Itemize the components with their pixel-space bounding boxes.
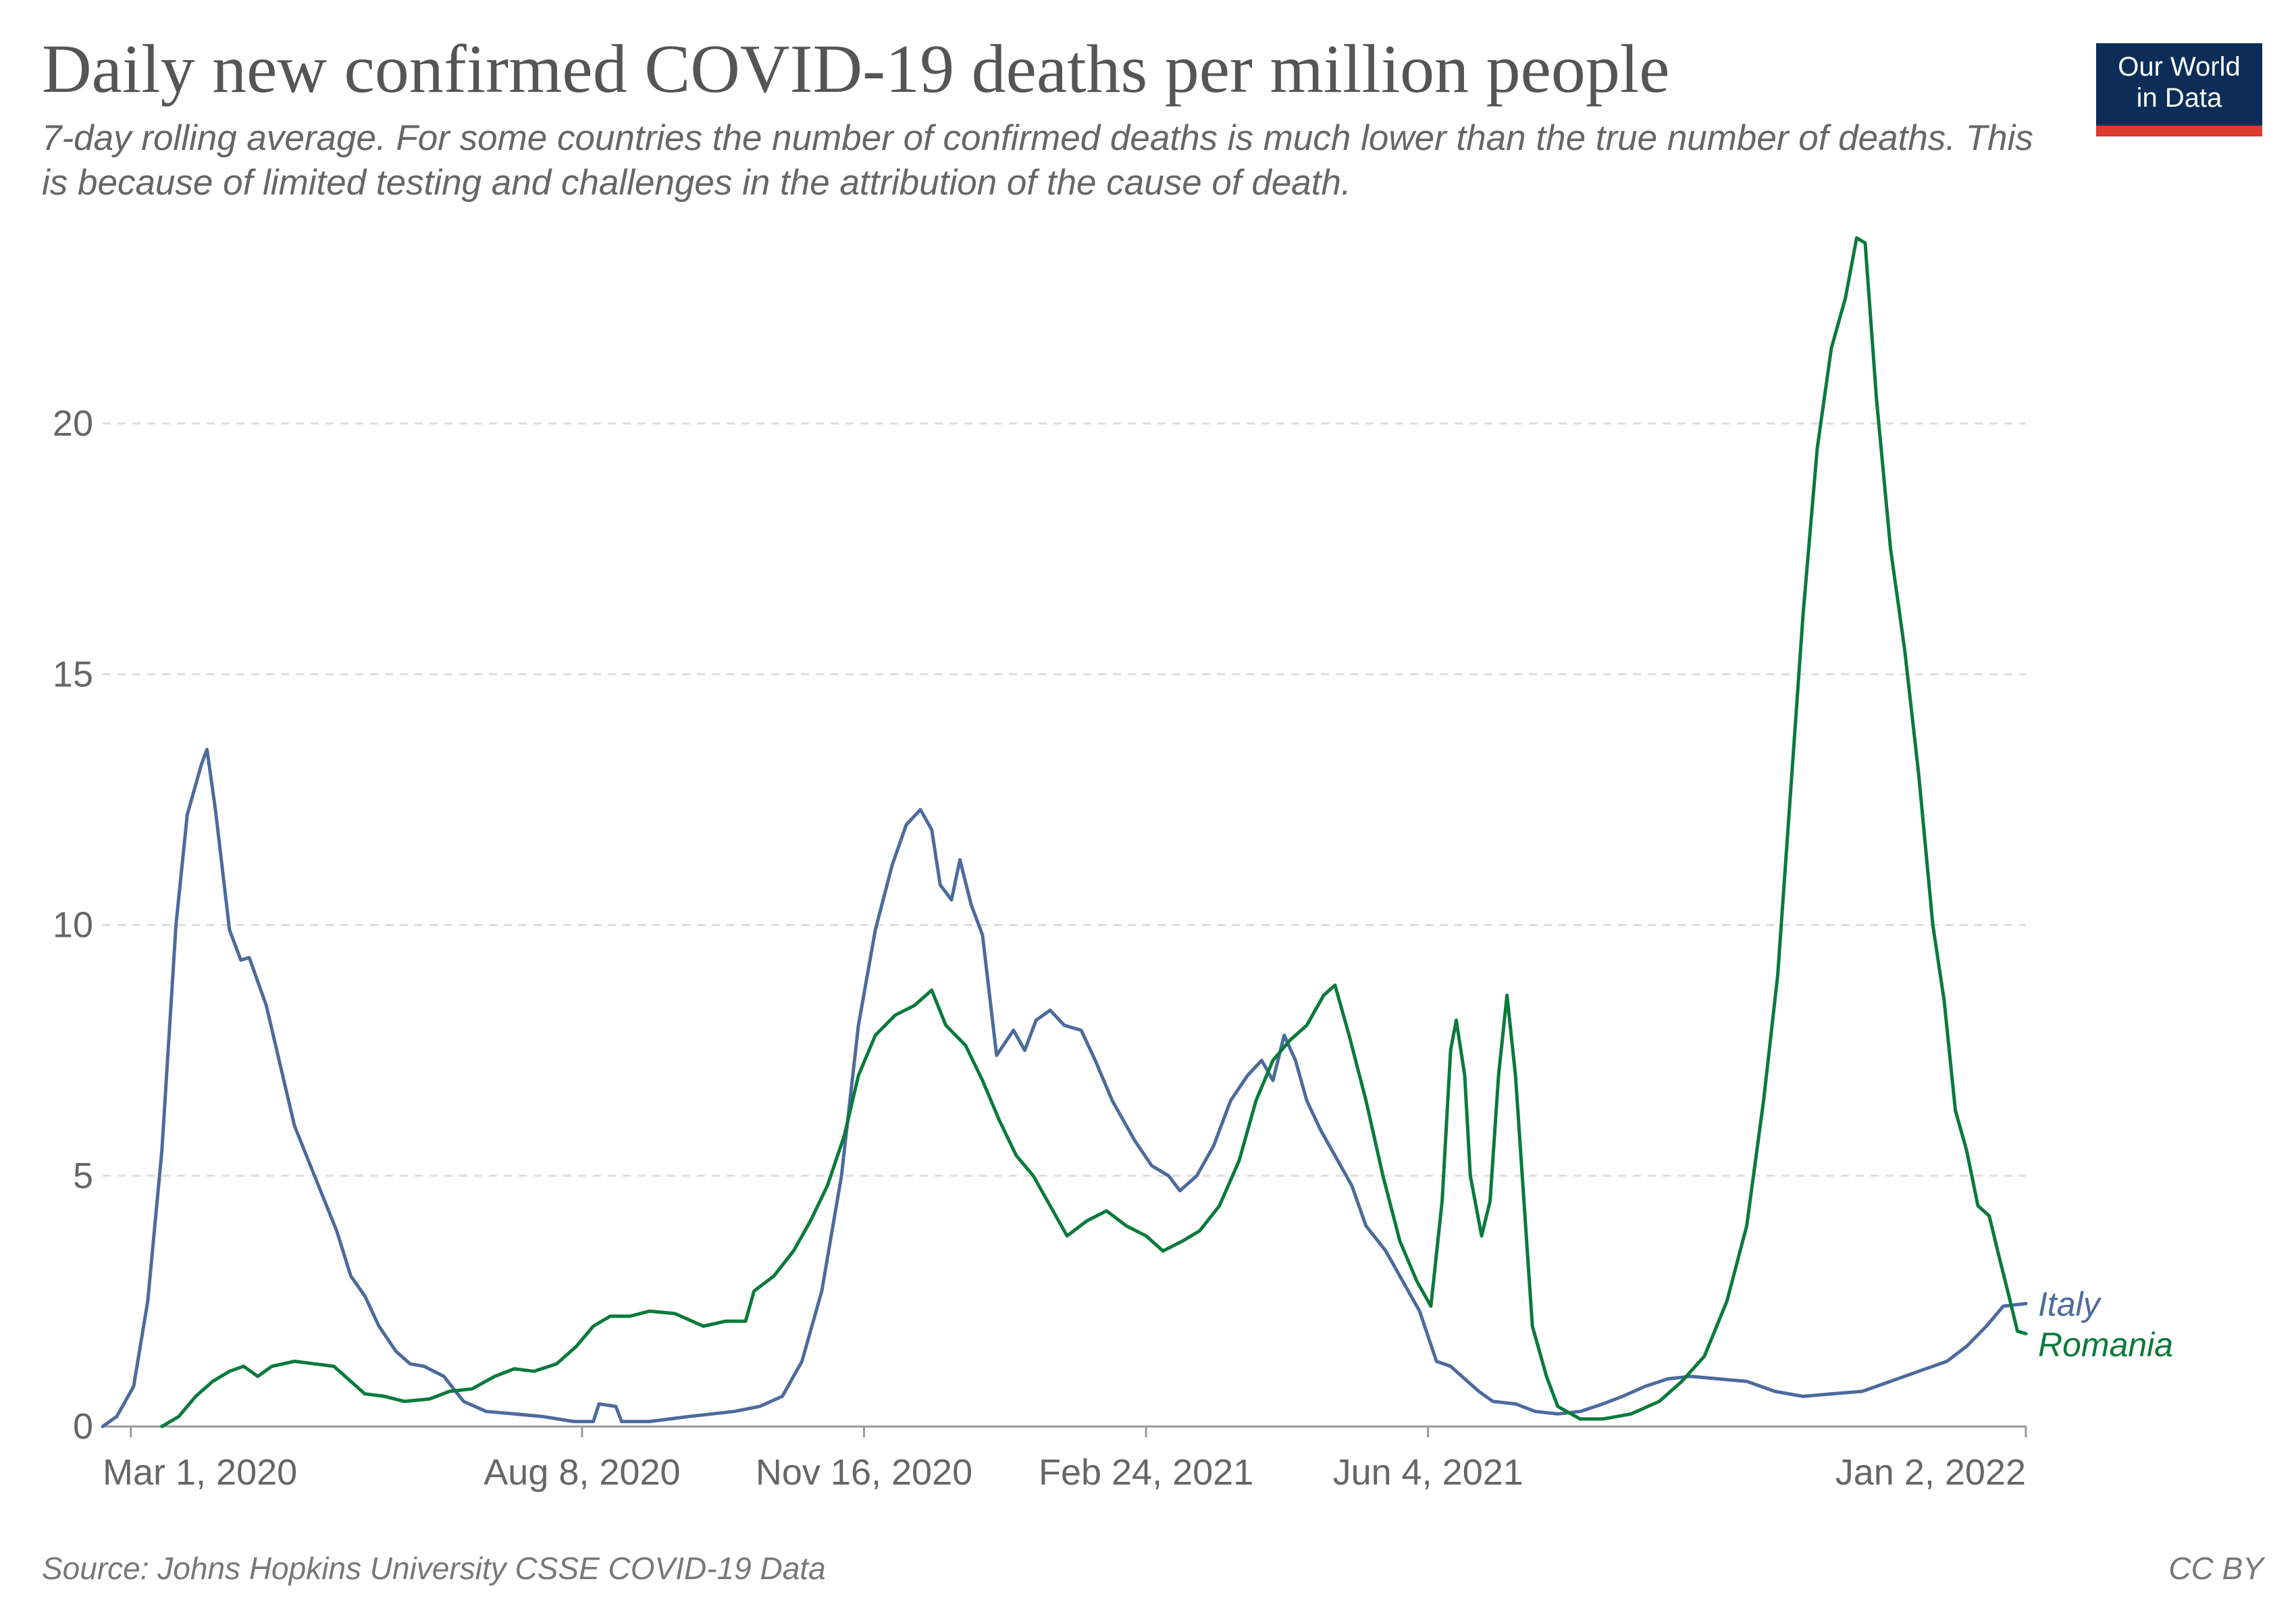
y-tick-label: 15 (53, 654, 93, 694)
license-link[interactable]: CC BY (2168, 1551, 2264, 1586)
y-axis-ticks: 0 5 10 15 20 (53, 403, 93, 1447)
series-line-italy[interactable] (101, 748, 2028, 1429)
series-label-italy: Italy (2038, 1285, 2102, 1323)
owid-logo[interactable]: Our World in Data (2096, 43, 2262, 136)
y-tick-label: 5 (73, 1156, 93, 1196)
series-label-romania: Romania (2038, 1326, 2173, 1364)
owid-logo-text: Our World in Data (2118, 52, 2241, 113)
owid-logo-bar (2096, 126, 2262, 136)
series-line-romania[interactable] (160, 236, 2028, 1429)
x-tick-label: Jun 4, 2021 (1333, 1452, 1523, 1493)
gridlines (103, 422, 2026, 1428)
chart-subtitle: 7-day rolling average. For some countrie… (42, 118, 2033, 203)
x-tick-label: Aug 8, 2020 (484, 1452, 680, 1493)
y-tick-label: 10 (53, 905, 93, 946)
chart-title: Daily new confirmed COVID-19 deaths per … (42, 31, 1670, 107)
y-tick-label: 20 (53, 403, 93, 444)
x-tick-label: Mar 1, 2020 (103, 1452, 297, 1493)
source-note: Source: Johns Hopkins University CSSE CO… (42, 1551, 826, 1586)
x-axis-ticks: Mar 1, 2020 Aug 8, 2020 Nov 16, 2020 Feb 24… (103, 1426, 2027, 1493)
series-lines (101, 236, 2028, 1429)
x-tick-label: Nov 16, 2020 (756, 1452, 972, 1493)
y-tick-label: 0 (73, 1406, 93, 1447)
x-tick-label: Feb 24, 2021 (1039, 1452, 1253, 1493)
x-tick-label: Jan 2, 2022 (1835, 1452, 2026, 1493)
